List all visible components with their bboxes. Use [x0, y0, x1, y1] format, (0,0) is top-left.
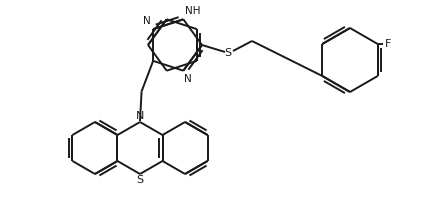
Text: N: N: [184, 74, 192, 84]
Text: S: S: [136, 175, 143, 185]
Text: N: N: [136, 111, 144, 121]
Text: S: S: [225, 48, 232, 58]
Text: NH: NH: [185, 6, 201, 16]
Text: N: N: [143, 16, 151, 26]
Text: F: F: [385, 39, 391, 49]
